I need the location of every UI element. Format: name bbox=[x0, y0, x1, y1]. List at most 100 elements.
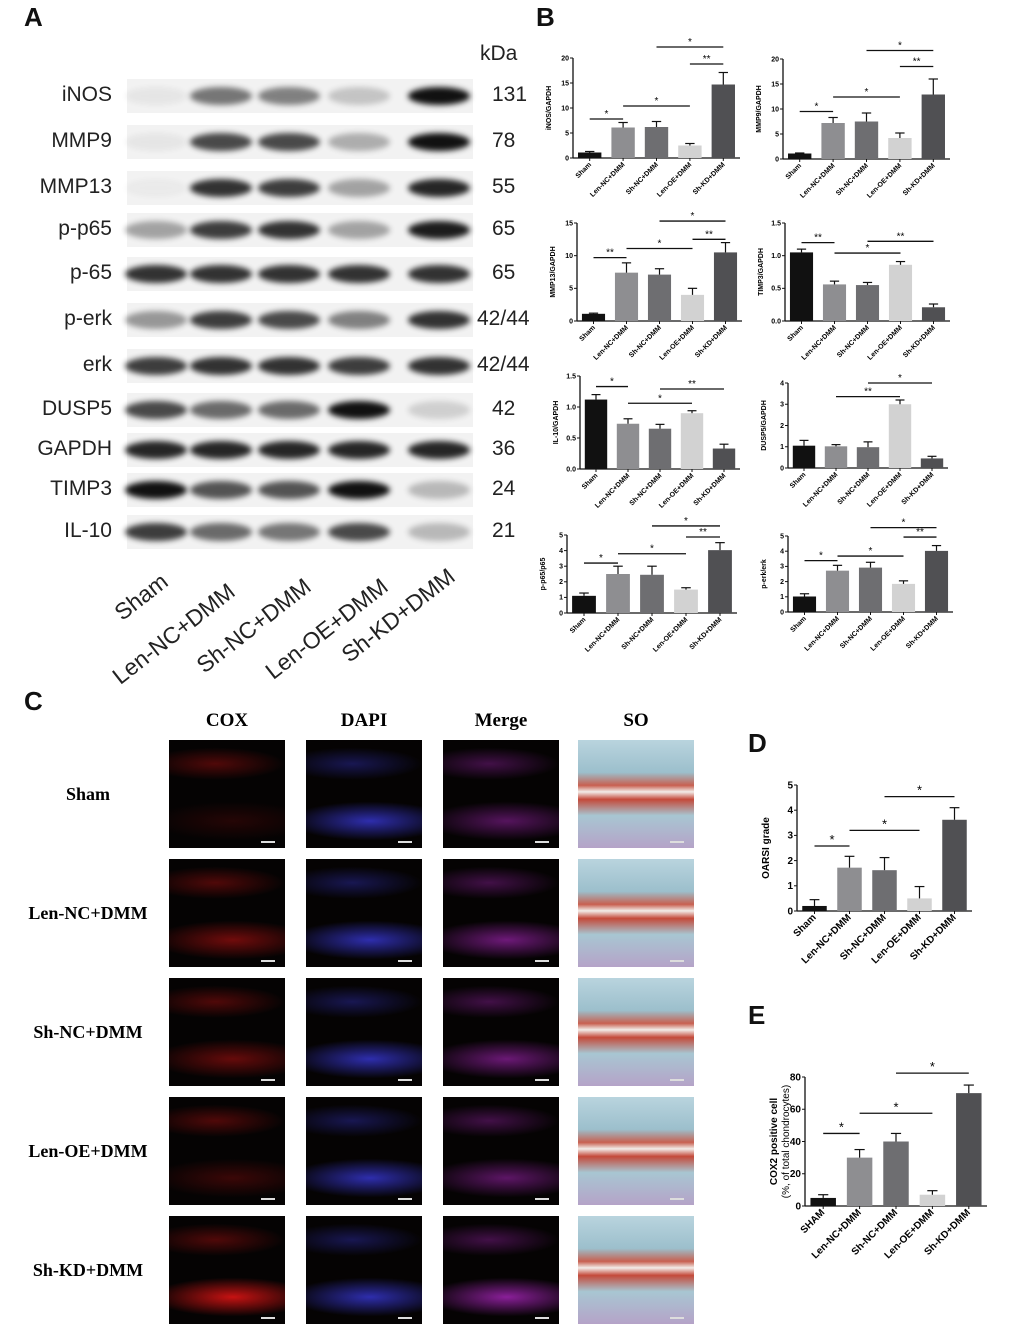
blot-band bbox=[190, 179, 252, 197]
blot-band bbox=[190, 265, 252, 283]
blot-band bbox=[408, 179, 470, 197]
bar bbox=[822, 284, 847, 321]
significance-label: * bbox=[865, 87, 869, 98]
bar-chart-mmp13: 051015MMP13/GAPDHShamLen-NC+DMMSh-NC+DMM… bbox=[550, 211, 742, 362]
y-tick-label: 0 bbox=[775, 156, 779, 163]
significance-label: * bbox=[610, 377, 614, 388]
so-image bbox=[578, 978, 694, 1086]
x-tick-label: Sh-NC+DMM bbox=[621, 616, 656, 651]
x-tick-label: Len-OE+DMM bbox=[652, 616, 689, 653]
column-header: Merge bbox=[474, 710, 528, 731]
bar bbox=[680, 294, 705, 321]
y-tick-label: 1 bbox=[559, 595, 563, 602]
y-tick-label: 15 bbox=[565, 220, 573, 227]
x-tick-label: Sh-NC+DMM bbox=[839, 615, 874, 650]
bar bbox=[581, 313, 606, 321]
bar bbox=[640, 574, 664, 613]
blot-band bbox=[328, 133, 390, 151]
blot-band bbox=[328, 441, 390, 459]
y-tick-label: 0 bbox=[569, 318, 573, 325]
y-tick-label: 0 bbox=[787, 906, 793, 917]
blot-band bbox=[258, 179, 320, 197]
x-tick-label: Sham bbox=[786, 324, 804, 342]
significance-label: * bbox=[917, 783, 922, 798]
x-tick-label: Sham bbox=[581, 472, 599, 490]
bar bbox=[648, 428, 672, 469]
blot-band bbox=[258, 265, 320, 283]
bar bbox=[678, 145, 702, 158]
y-tick-label: 0.0 bbox=[771, 318, 781, 325]
scale-bar bbox=[670, 1198, 684, 1200]
blot-band bbox=[125, 221, 187, 239]
bar bbox=[921, 307, 946, 321]
significance-label: * bbox=[839, 1119, 844, 1134]
bar bbox=[644, 127, 669, 158]
x-tick-label: Sham bbox=[569, 616, 587, 634]
kda-value: 55 bbox=[492, 175, 516, 198]
kda-header: kDa bbox=[480, 42, 518, 65]
y-tick-label: 3 bbox=[780, 564, 784, 571]
kda-value: 21 bbox=[492, 519, 516, 542]
y-tick-label: 0.5 bbox=[566, 435, 576, 442]
y-tick-label: 2 bbox=[787, 856, 793, 867]
so-image bbox=[578, 859, 694, 967]
x-tick-label: Sh-KD+DMM bbox=[689, 616, 724, 651]
blot-strip bbox=[125, 213, 473, 247]
dapi-image bbox=[306, 740, 422, 848]
column-header: SO bbox=[623, 710, 649, 731]
panel-label-d: D bbox=[748, 728, 767, 758]
bar bbox=[883, 1141, 909, 1206]
significance-label: * bbox=[898, 41, 902, 52]
y-axis-label: MMP13/GAPDH bbox=[550, 246, 557, 297]
y-tick-label: 5 bbox=[780, 533, 784, 540]
blot-band bbox=[408, 133, 470, 151]
kda-value: 65 bbox=[492, 261, 516, 284]
cox-image bbox=[169, 859, 285, 967]
kda-value: 131 bbox=[492, 83, 528, 106]
blot-strip bbox=[125, 79, 473, 113]
y-axis-label: DUSP5/GAPDH bbox=[761, 400, 768, 451]
blot-band bbox=[125, 481, 187, 499]
y-axis-label: iNOS/GAPDH bbox=[546, 86, 553, 130]
row-header: Len-NC+DMM bbox=[28, 903, 148, 923]
column-header: COX bbox=[205, 710, 249, 731]
scale-bar bbox=[261, 960, 275, 962]
y-tick-label: 0 bbox=[780, 465, 784, 472]
blot-band bbox=[190, 311, 252, 329]
bar bbox=[712, 448, 736, 469]
protein-label: erk bbox=[82, 353, 112, 376]
bar bbox=[888, 264, 913, 321]
blot-band bbox=[258, 401, 320, 419]
blot-band bbox=[190, 481, 252, 499]
x-tick-label: Sham bbox=[578, 324, 596, 342]
significance-label: * bbox=[829, 832, 834, 847]
bar bbox=[920, 458, 944, 468]
blot-strip bbox=[125, 433, 473, 467]
y-axis-label: IL-10/GAPDH bbox=[553, 401, 560, 445]
bar bbox=[802, 905, 827, 911]
blot-band bbox=[408, 401, 470, 419]
scale-bar bbox=[670, 1317, 684, 1319]
bar bbox=[711, 84, 735, 158]
bar bbox=[572, 595, 596, 613]
bar bbox=[810, 1197, 836, 1206]
scale-bar bbox=[670, 841, 684, 843]
y-tick-label: 0 bbox=[795, 1201, 801, 1212]
y-tick-label: 10 bbox=[561, 105, 569, 112]
significance-label: ** bbox=[688, 379, 696, 390]
blot-band bbox=[125, 401, 187, 419]
blot-band bbox=[125, 87, 187, 105]
y-tick-label: 4 bbox=[780, 380, 784, 387]
dapi-image bbox=[306, 859, 422, 967]
protein-label: p-p65 bbox=[58, 217, 112, 240]
y-axis-label: COX2 positive cell bbox=[769, 1098, 780, 1185]
x-tick-label: Sham bbox=[789, 471, 807, 489]
blot-band bbox=[328, 311, 390, 329]
kda-value: 42 bbox=[492, 397, 516, 420]
blot-band bbox=[190, 523, 252, 541]
bar bbox=[821, 123, 845, 159]
so-image bbox=[578, 740, 694, 848]
x-tick-label: Sham bbox=[792, 912, 819, 939]
